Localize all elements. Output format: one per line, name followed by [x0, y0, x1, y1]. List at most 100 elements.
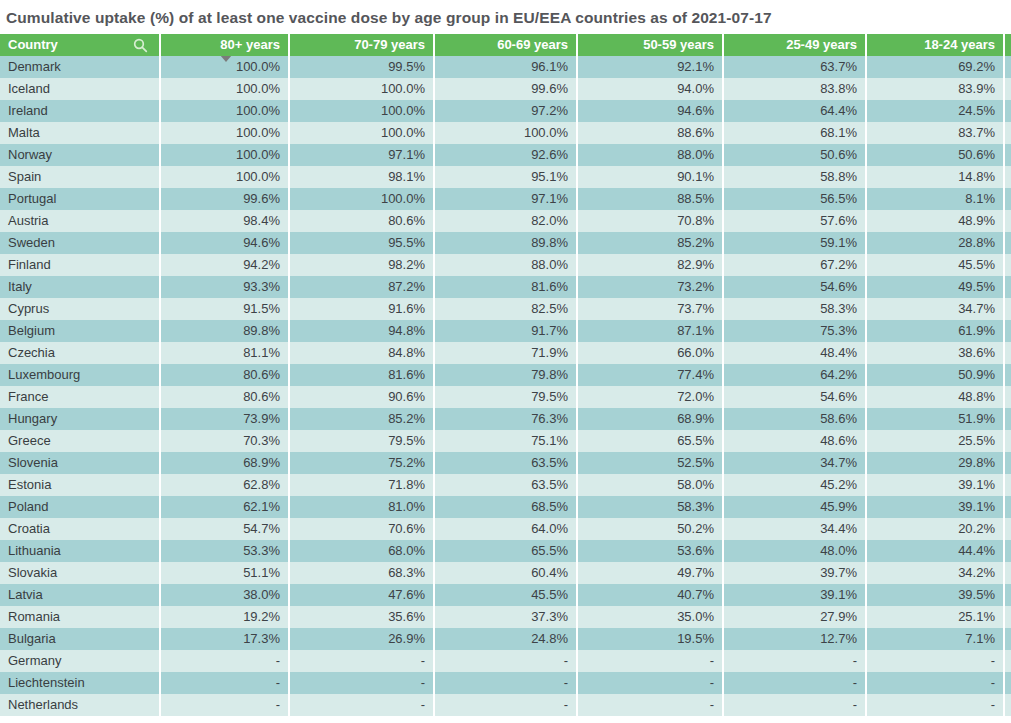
country-cell: Italy	[0, 276, 161, 298]
value-cell: 68.9%	[578, 408, 724, 430]
clipped-next-column-header	[1005, 34, 1011, 56]
table-row: Malta100.0%100.0%100.0%88.6%68.1%83.7%	[0, 122, 1011, 144]
value-cell: -	[161, 694, 290, 716]
value-cell: 47.6%	[290, 584, 435, 606]
value-cell: 100.0%	[435, 122, 578, 144]
clipped-next-column-cell	[1005, 694, 1011, 716]
value-cell: 79.5%	[290, 430, 435, 452]
value-cell: 17.3%	[161, 628, 290, 650]
value-cell: 100.0%	[161, 56, 290, 78]
table-row: Sweden94.6%95.5%89.8%85.2%59.1%28.8%	[0, 232, 1011, 254]
sort-desc-icon	[220, 56, 232, 62]
value-cell: 63.7%	[724, 56, 867, 78]
value-cell: 50.6%	[867, 144, 1005, 166]
country-cell: Iceland	[0, 78, 161, 100]
value-cell: 71.9%	[435, 342, 578, 364]
value-cell: 94.6%	[578, 100, 724, 122]
value-cell: 96.1%	[435, 56, 578, 78]
value-cell: 58.0%	[578, 474, 724, 496]
country-cell: Latvia	[0, 584, 161, 606]
value-cell: 65.5%	[435, 540, 578, 562]
country-cell: Liechtenstein	[0, 672, 161, 694]
column-header-60-69[interactable]: 60-69 years	[435, 34, 578, 56]
country-cell: Netherlands	[0, 694, 161, 716]
clipped-next-column-cell	[1005, 584, 1011, 606]
value-cell: 79.8%	[435, 364, 578, 386]
value-cell: 37.3%	[435, 606, 578, 628]
value-cell: 75.2%	[290, 452, 435, 474]
clipped-next-column-cell	[1005, 606, 1011, 628]
column-header-80plus[interactable]: 80+ years	[161, 34, 290, 56]
table-row: France80.6%90.6%79.5%72.0%54.6%48.8%	[0, 386, 1011, 408]
value-cell: 95.5%	[290, 232, 435, 254]
value-cell: 99.6%	[161, 188, 290, 210]
search-icon[interactable]	[133, 38, 148, 53]
column-header-country[interactable]: Country	[0, 34, 161, 56]
clipped-next-column-cell	[1005, 342, 1011, 364]
value-cell: 100.0%	[290, 100, 435, 122]
value-cell: 45.9%	[724, 496, 867, 518]
value-cell: 48.8%	[867, 386, 1005, 408]
value-cell: 48.9%	[867, 210, 1005, 232]
value-cell: 87.2%	[290, 276, 435, 298]
table-row: Italy93.3%87.2%81.6%73.2%54.6%49.5%	[0, 276, 1011, 298]
page-title: Cumulative uptake (%) of at least one va…	[0, 0, 1011, 34]
value-cell: 73.7%	[578, 298, 724, 320]
table-row: Luxembourg80.6%81.6%79.8%77.4%64.2%50.9%	[0, 364, 1011, 386]
value-cell: 66.0%	[578, 342, 724, 364]
value-cell: 19.2%	[161, 606, 290, 628]
value-cell: 54.7%	[161, 518, 290, 540]
value-cell: 88.6%	[578, 122, 724, 144]
clipped-next-column-cell	[1005, 562, 1011, 584]
value-cell: -	[867, 650, 1005, 672]
table-row: Latvia38.0%47.6%45.5%40.7%39.1%39.5%	[0, 584, 1011, 606]
table-row: Austria98.4%80.6%82.0%70.8%57.6%48.9%	[0, 210, 1011, 232]
value-cell: 100.0%	[290, 122, 435, 144]
clipped-next-column-cell	[1005, 210, 1011, 232]
value-cell: 82.9%	[578, 254, 724, 276]
table-row: Germany------	[0, 650, 1011, 672]
value-cell: 93.3%	[161, 276, 290, 298]
value-cell: 87.1%	[578, 320, 724, 342]
value-cell: 83.8%	[724, 78, 867, 100]
value-cell: -	[724, 650, 867, 672]
value-cell: -	[435, 650, 578, 672]
table-row: Bulgaria17.3%26.9%24.8%19.5%12.7%7.1%	[0, 628, 1011, 650]
value-cell: 98.4%	[161, 210, 290, 232]
value-cell: 28.8%	[867, 232, 1005, 254]
table-row: Czechia81.1%84.8%71.9%66.0%48.4%38.6%	[0, 342, 1011, 364]
table-row: Hungary73.9%85.2%76.3%68.9%58.6%51.9%	[0, 408, 1011, 430]
uptake-table: Country 80+ years 70-79 years 60-69 year…	[0, 34, 1011, 716]
value-cell: 100.0%	[161, 144, 290, 166]
value-cell: 58.6%	[724, 408, 867, 430]
value-cell: 63.5%	[435, 452, 578, 474]
table-row: Netherlands------	[0, 694, 1011, 716]
value-cell: 88.0%	[578, 144, 724, 166]
value-cell: 77.4%	[578, 364, 724, 386]
column-header-25-49[interactable]: 25-49 years	[724, 34, 867, 56]
column-header-50-59[interactable]: 50-59 years	[578, 34, 724, 56]
clipped-next-column-cell	[1005, 166, 1011, 188]
country-cell: Hungary	[0, 408, 161, 430]
value-cell: 91.6%	[290, 298, 435, 320]
value-cell: 79.5%	[435, 386, 578, 408]
value-cell: 35.6%	[290, 606, 435, 628]
clipped-next-column-cell	[1005, 650, 1011, 672]
value-cell: 70.8%	[578, 210, 724, 232]
value-cell: 34.2%	[867, 562, 1005, 584]
value-cell: 67.2%	[724, 254, 867, 276]
value-cell: 94.6%	[161, 232, 290, 254]
column-header-label: 50-59 years	[643, 37, 714, 52]
value-cell: 98.2%	[290, 254, 435, 276]
column-header-label: 70-79 years	[354, 37, 425, 52]
value-cell: 8.1%	[867, 188, 1005, 210]
table-row: Liechtenstein------	[0, 672, 1011, 694]
country-cell: Denmark	[0, 56, 161, 78]
value-cell: 85.2%	[578, 232, 724, 254]
value-cell: 70.3%	[161, 430, 290, 452]
column-header-18-24[interactable]: 18-24 years	[867, 34, 1005, 56]
table-row: Cyprus91.5%91.6%82.5%73.7%58.3%34.7%	[0, 298, 1011, 320]
column-header-70-79[interactable]: 70-79 years	[290, 34, 435, 56]
value-cell: 48.4%	[724, 342, 867, 364]
value-cell: 70.6%	[290, 518, 435, 540]
